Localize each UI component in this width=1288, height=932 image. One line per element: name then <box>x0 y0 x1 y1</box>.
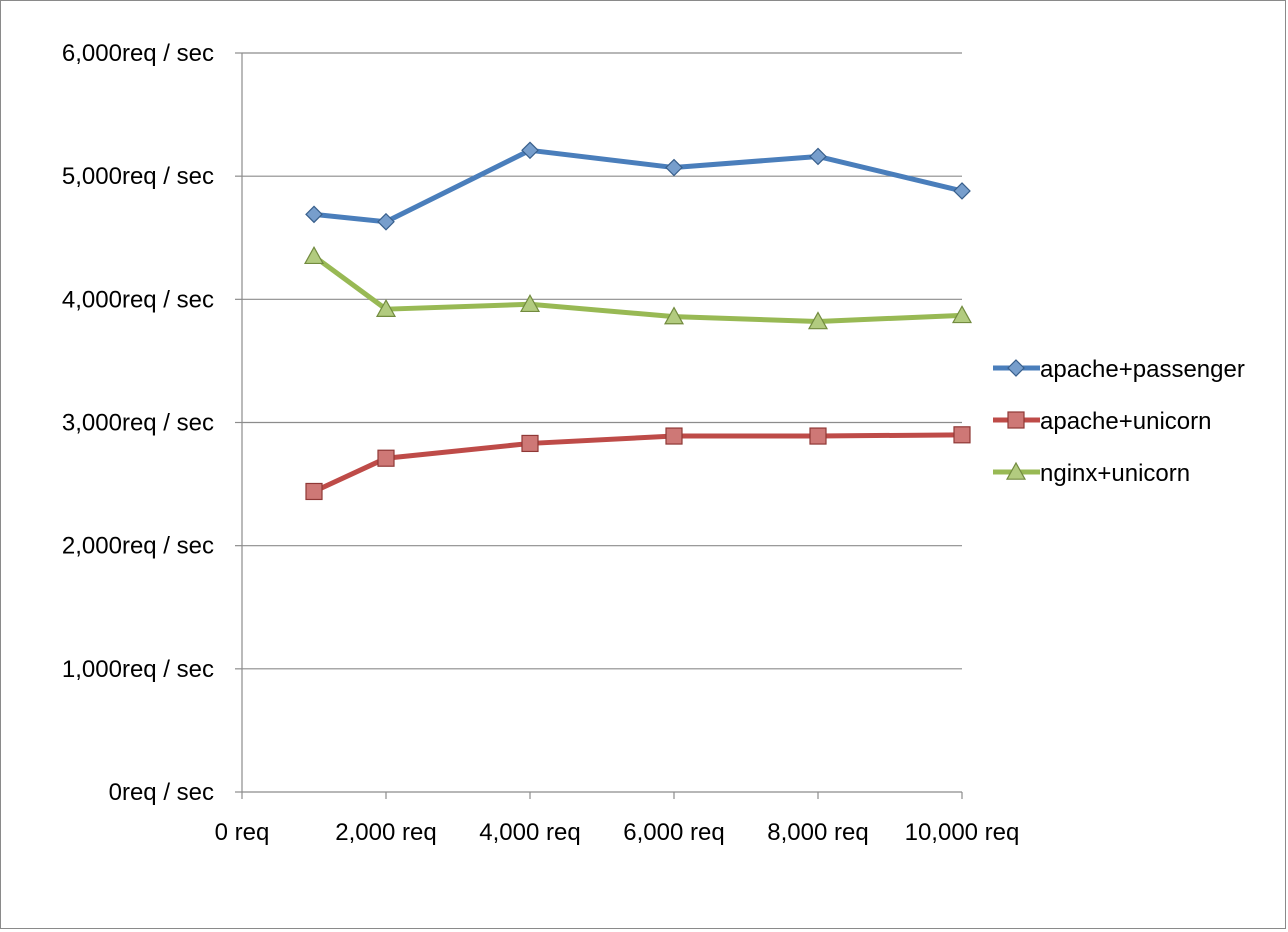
series-line-apache-passenger <box>311 147 965 225</box>
x-tick-label: 8,000 req <box>767 819 868 846</box>
series-layer <box>303 141 973 501</box>
y-tick-label: 1,000req / sec <box>62 656 214 683</box>
legend-label-apache-passenger: apache+passenger <box>1040 356 1245 383</box>
x-tick-label: 4,000 req <box>479 819 580 846</box>
data-point-apache-unicorn <box>809 427 827 445</box>
data-point-nginx-unicorn <box>375 298 397 317</box>
x-tick-label: 0 req <box>215 819 270 846</box>
data-point-apache-passenger <box>377 212 395 231</box>
data-point-nginx-unicorn <box>303 245 325 265</box>
legend-label-nginx-unicorn: nginx+unicorn <box>1040 460 1190 487</box>
x-tick-label: 6,000 req <box>623 819 724 846</box>
data-point-apache-unicorn <box>665 427 683 445</box>
legend: apache+passenger apache+unicorn nginx+unic… <box>993 356 1245 487</box>
data-point-apache-passenger <box>521 141 539 160</box>
grid-layer <box>242 52 962 670</box>
x-tick-label: 2,000 req <box>335 819 436 846</box>
data-point-apache-passenger <box>953 182 971 200</box>
y-tick-label: 6,000req / sec <box>62 40 214 67</box>
data-point-apache-passenger <box>305 205 323 224</box>
y-tick-label: 2,000req / sec <box>62 533 214 560</box>
legend-marker-nginx-unicorn <box>1005 461 1027 480</box>
legend-marker-apache-passenger <box>1007 359 1025 377</box>
y-tick-label: 5,000req / sec <box>62 163 214 190</box>
y-tick-label: 4,000req / sec <box>62 286 214 313</box>
y-tick-label: 0req / sec <box>109 779 214 806</box>
series-line-nginx-unicorn <box>311 253 965 325</box>
data-point-nginx-unicorn <box>807 311 829 330</box>
legend-marker-apache-unicorn <box>1007 411 1025 429</box>
data-point-apache-unicorn <box>377 449 395 467</box>
legend-label-apache-unicorn: apache+unicorn <box>1040 408 1211 435</box>
data-point-apache-unicorn <box>305 482 323 501</box>
data-point-nginx-unicorn <box>663 306 685 325</box>
x-tick-label: 10,000 req <box>905 819 1020 846</box>
axis-layer: 0req / sec 1,000req / sec 2,000req / sec 3,… <box>62 40 1019 846</box>
series-line-apache-unicorn <box>311 432 965 494</box>
data-point-nginx-unicorn <box>519 294 541 313</box>
data-point-nginx-unicorn <box>951 305 973 324</box>
data-point-apache-passenger <box>665 158 683 177</box>
data-point-apache-passenger <box>809 147 827 166</box>
y-tick-label: 3,000req / sec <box>62 410 214 437</box>
data-point-apache-unicorn <box>953 426 971 444</box>
data-point-apache-unicorn <box>521 434 539 453</box>
